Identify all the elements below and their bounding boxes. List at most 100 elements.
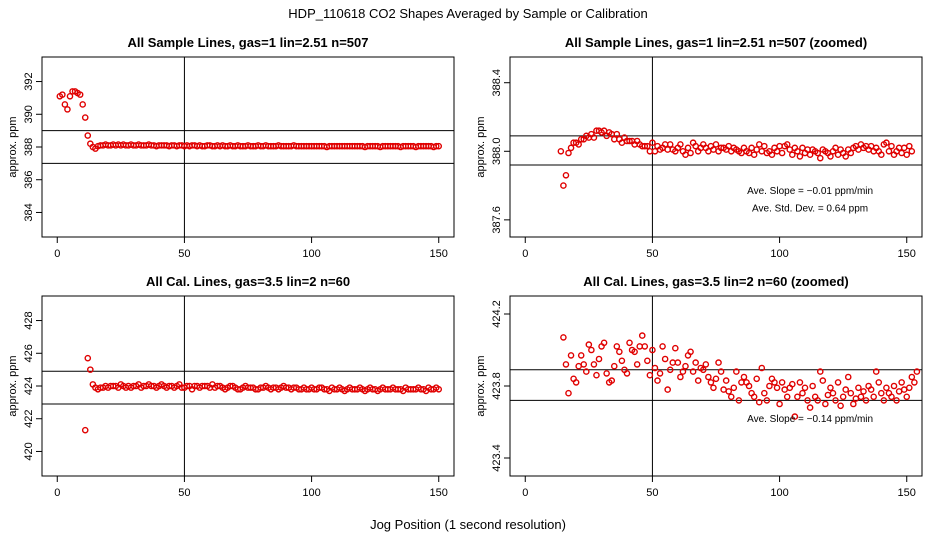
data-point (572, 379, 580, 386)
y-axis-label: approx. ppm (475, 116, 487, 177)
data-point (567, 144, 575, 152)
data-point (661, 355, 669, 363)
data-point (794, 147, 801, 155)
data-point (432, 142, 440, 150)
x-tick-label: 150 (430, 248, 448, 260)
data-point (903, 151, 911, 159)
data-point (435, 385, 443, 393)
data-point (796, 379, 804, 386)
data-point (575, 141, 582, 148)
data-point (81, 426, 89, 434)
data-point (834, 379, 842, 386)
data-point (84, 354, 92, 362)
data-point (577, 352, 585, 359)
data-point (745, 382, 753, 390)
data-point (435, 142, 443, 150)
data-point (76, 91, 84, 98)
data-point (750, 393, 758, 401)
y-axis-label: approx. ppm (7, 116, 19, 177)
x-tick-label: 100 (302, 248, 320, 260)
data-point (809, 382, 816, 390)
x-tick-label: 50 (178, 248, 190, 260)
data-point (183, 382, 191, 390)
data-point (788, 151, 796, 159)
y-tick-label: 384 (23, 203, 35, 221)
y-tick-label: 392 (23, 72, 35, 90)
y-tick-label: 388 (23, 138, 35, 156)
data-point (59, 91, 66, 98)
x-tick-label: 100 (770, 487, 788, 499)
data-point (649, 139, 656, 147)
data-point (875, 379, 883, 386)
data-point (694, 377, 702, 384)
data-point (733, 368, 740, 375)
plot-frame (509, 56, 923, 238)
data-point (888, 142, 895, 150)
data-point (631, 348, 638, 356)
data-point (778, 149, 786, 157)
data-point (850, 400, 857, 408)
data-point (832, 397, 839, 404)
data-point (656, 370, 664, 377)
data-point (870, 393, 877, 401)
data-point (608, 377, 616, 384)
data-point (649, 346, 656, 354)
x-tick-label: 150 (430, 487, 448, 499)
data-point (857, 393, 865, 401)
data-point (651, 364, 659, 372)
data-point (613, 343, 621, 350)
data-point (725, 388, 733, 395)
data-point (806, 404, 814, 411)
y-tick-label: 388.0 (491, 138, 503, 166)
panel-3: All Cal. Lines, gas=3.5 lin=2 n=60 approx… (7, 274, 455, 499)
data-point (638, 332, 646, 339)
data-point (908, 147, 916, 155)
figure-xlabel: Jog Position (1 second resolution) (370, 517, 566, 532)
data-point (641, 343, 649, 350)
data-point (712, 141, 720, 148)
data-point (633, 361, 641, 368)
data-point (844, 373, 852, 381)
data-point (804, 397, 811, 404)
data-point (842, 386, 850, 393)
data-point (773, 384, 781, 392)
y-tick-label: 420 (23, 442, 35, 460)
data-point (883, 139, 890, 147)
annotation: Ave. Slope = −0.14 ppm/min (747, 414, 873, 425)
data-point (577, 135, 585, 143)
data-point (878, 389, 885, 397)
data-point (562, 361, 570, 368)
data-point (911, 379, 918, 386)
data-point (618, 357, 626, 365)
data-point (715, 359, 722, 366)
data-point (644, 142, 651, 150)
data-point (872, 368, 880, 375)
data-point (567, 352, 575, 359)
data-point (771, 379, 778, 386)
data-point (806, 151, 814, 159)
x-tick-label: 50 (646, 248, 658, 260)
data-point (799, 389, 806, 397)
data-point (847, 389, 855, 397)
y-tick-label: 390 (23, 105, 35, 123)
data-point (880, 397, 888, 404)
data-point (796, 153, 804, 160)
data-point (816, 154, 824, 162)
data-point (905, 384, 913, 392)
data-point (664, 386, 671, 393)
data-point (687, 348, 694, 356)
data-point (654, 377, 661, 384)
data-point (791, 413, 799, 420)
data-point (761, 389, 768, 397)
data-point (862, 397, 870, 404)
data-point (613, 130, 621, 138)
data-point (61, 101, 69, 108)
data-point (684, 144, 692, 152)
y-axis-label: approx. ppm (7, 355, 19, 416)
data-point (893, 397, 900, 404)
y-tick-label: 423.4 (491, 444, 503, 472)
data-point (557, 147, 565, 155)
data-point (560, 182, 567, 189)
data-point (878, 151, 885, 159)
